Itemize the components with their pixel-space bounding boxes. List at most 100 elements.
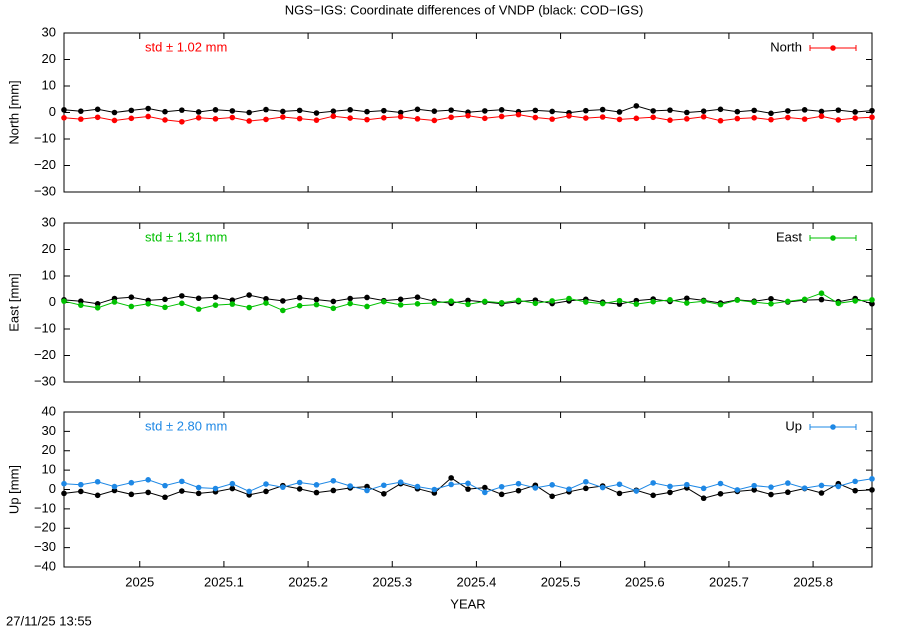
data-point xyxy=(498,483,505,490)
data-point xyxy=(212,302,219,308)
data-point xyxy=(818,482,825,489)
data-point xyxy=(61,490,67,497)
data-point xyxy=(364,303,370,310)
data-point xyxy=(616,109,623,115)
data-point xyxy=(111,487,118,494)
data-point xyxy=(195,115,202,121)
y-tick-label: 0 xyxy=(49,294,56,309)
data-point xyxy=(734,115,741,122)
y-tick-label: −10 xyxy=(34,500,56,515)
x-tick-label: 2025.4 xyxy=(457,574,497,589)
data-point xyxy=(785,480,791,486)
data-point xyxy=(482,108,488,114)
data-point xyxy=(296,479,303,486)
data-point xyxy=(835,117,842,123)
data-point xyxy=(330,298,337,305)
data-point xyxy=(212,294,219,301)
data-point xyxy=(482,489,488,496)
data-point xyxy=(414,116,421,122)
legend-swatch xyxy=(830,424,836,430)
data-point xyxy=(768,295,774,302)
data-point xyxy=(684,109,690,116)
data-point xyxy=(78,298,84,304)
data-point xyxy=(78,108,84,114)
data-point xyxy=(128,107,135,114)
timestamp: 27/11/25 13:55 xyxy=(6,613,92,628)
data-point xyxy=(296,107,303,114)
data-point xyxy=(532,300,539,307)
data-point xyxy=(229,297,236,303)
data-point xyxy=(633,103,640,109)
data-point xyxy=(229,480,236,487)
data-point xyxy=(145,105,151,112)
data-point xyxy=(128,115,135,122)
x-tick-label: 2025 xyxy=(125,574,154,589)
data-point xyxy=(212,485,219,492)
data-point xyxy=(94,114,101,121)
data-point xyxy=(768,116,774,123)
data-point xyxy=(212,116,219,122)
y-tick-label: 10 xyxy=(42,462,56,477)
data-point xyxy=(431,108,438,114)
data-point xyxy=(381,298,387,305)
legend-label: Up xyxy=(785,418,802,433)
data-point xyxy=(330,477,337,484)
data-point xyxy=(801,116,808,122)
data-point xyxy=(246,109,252,116)
data-point xyxy=(768,484,774,490)
data-point xyxy=(128,294,135,301)
data-point xyxy=(296,302,303,309)
y-tick-label: 0 xyxy=(49,104,56,119)
data-point xyxy=(263,300,269,306)
data-point xyxy=(599,114,606,120)
data-point xyxy=(599,106,606,113)
data-point xyxy=(835,483,842,490)
data-point xyxy=(751,115,757,121)
y-tick-label: 0 xyxy=(49,481,56,496)
data-point xyxy=(717,301,724,308)
data-point xyxy=(448,298,454,304)
data-point xyxy=(852,487,858,494)
x-tick-label: 2025.6 xyxy=(625,574,665,589)
data-point xyxy=(650,108,656,114)
data-point xyxy=(78,481,84,488)
data-point xyxy=(313,482,320,488)
data-point xyxy=(717,106,724,113)
data-point xyxy=(684,116,690,122)
data-point xyxy=(852,115,858,121)
data-point xyxy=(195,295,202,302)
data-point xyxy=(145,477,151,483)
data-point xyxy=(633,488,640,494)
data-point xyxy=(280,114,286,120)
data-point xyxy=(734,487,741,493)
data-point xyxy=(515,111,522,118)
y-tick-label: −20 xyxy=(34,520,56,535)
data-point xyxy=(869,114,875,121)
data-point xyxy=(145,489,151,496)
data-point xyxy=(94,301,101,307)
y-tick-label: −30 xyxy=(34,183,56,198)
data-point xyxy=(330,305,337,312)
x-tick-label: 2025.8 xyxy=(793,574,833,589)
data-point xyxy=(263,116,269,123)
y-tick-label: 40 xyxy=(42,403,56,418)
data-point xyxy=(431,486,438,493)
data-point xyxy=(296,486,303,492)
data-point xyxy=(498,491,505,498)
data-point xyxy=(700,485,707,492)
data-point xyxy=(818,108,825,115)
data-point xyxy=(162,117,168,123)
data-point xyxy=(179,107,185,113)
data-point xyxy=(347,295,353,302)
data-point xyxy=(179,488,185,494)
y-tick-label: −20 xyxy=(34,347,56,362)
y-tick-label: 30 xyxy=(42,24,56,39)
y-tick-label: 20 xyxy=(42,241,56,256)
x-tick-label: 2025.7 xyxy=(709,574,749,589)
data-point xyxy=(381,107,387,114)
x-tick-label: 2025.2 xyxy=(288,574,328,589)
data-point xyxy=(397,113,404,120)
data-point xyxy=(448,114,454,121)
data-point xyxy=(448,475,454,481)
